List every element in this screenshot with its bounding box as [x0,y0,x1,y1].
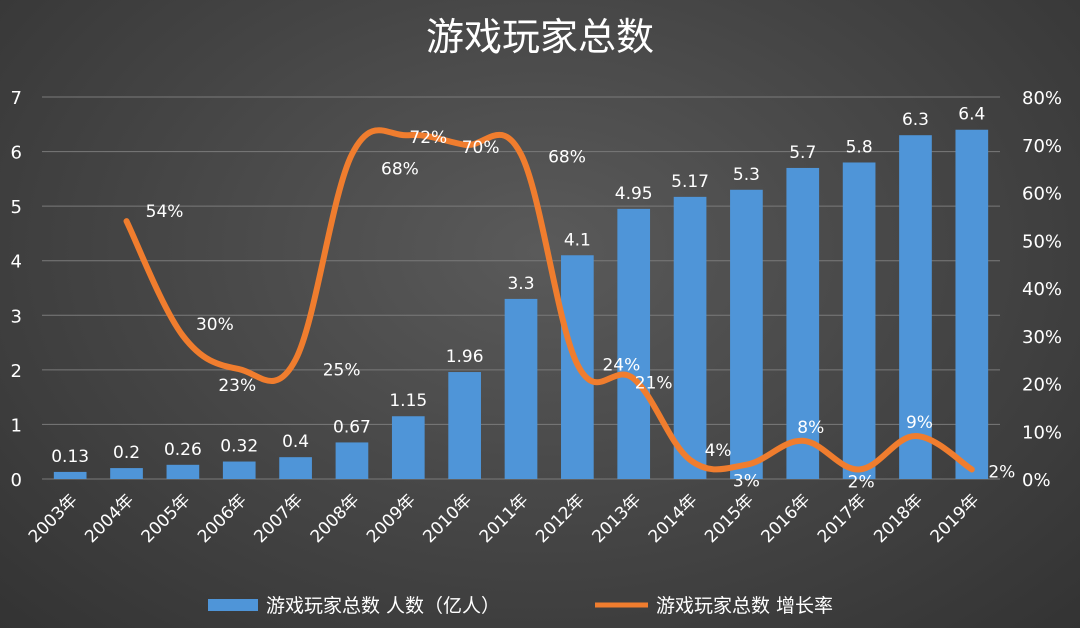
bar-value-label: 5.17 [671,172,709,192]
x-tick-label: 2015年 [701,490,758,547]
bar-value-label: 5.8 [846,137,873,157]
bar-data-labels: 0.13 0.2 0.26 0.32 0.4 0.67 1.15 1.96 3.3 4.1 4.95… [51,105,985,467]
bar-value-label: 5.3 [733,165,760,185]
legend-bar-swatch [208,599,258,611]
bar [617,208,651,479]
bar [955,129,989,479]
x-tick-label: 2019年 [927,490,984,547]
line-value-label: 4% [705,441,732,461]
y-right-tick-label: 20% [1022,375,1062,396]
line-series [123,127,975,473]
line-value-label: 24% [602,355,640,375]
x-tick-label: 2003年 [25,490,82,547]
line-value-label: 25% [323,361,361,381]
bar-value-label: 1.96 [446,347,484,367]
bar [448,372,481,479]
bar-value-label: 6.4 [958,105,985,125]
bar-value-label: 0.26 [164,440,202,460]
bar [504,298,538,479]
x-tick-label: 2012年 [532,490,589,547]
bar-value-label: 4.1 [564,230,591,250]
bar-value-label: 5.7 [789,143,816,163]
y-right-tick-label: 0% [1022,470,1051,491]
line-value-label: 72% [409,128,447,148]
y-right-tick-label: 70% [1022,136,1062,157]
line-value-label: 21% [635,374,673,394]
y-left-tick-label: 1 [11,415,22,436]
y-axis-left: 0 1 2 3 4 5 6 7 [11,88,22,491]
x-tick-label: 2014年 [645,490,702,547]
y-left-tick-label: 2 [11,361,22,382]
x-tick-label: 2010年 [419,490,476,547]
bar [786,167,820,479]
x-tick-label: 2013年 [588,490,645,547]
line-value-label: 2% [988,462,1015,482]
line-value-label: 68% [381,159,419,179]
y-left-tick-label: 3 [11,306,22,327]
bar-value-label: 1.15 [389,391,427,411]
bar [110,468,143,479]
growth-rate-line [123,127,975,473]
chart-title: 游戏玩家总数 [426,15,654,59]
bar-value-label: 4.95 [615,184,653,204]
x-axis: 2003年 2004年 2005年 2006年 2007年 2008年 2009年 2010年… [25,490,983,547]
y-left-tick-label: 0 [11,470,22,491]
bar [673,196,707,479]
bar [166,464,200,479]
y-axis-right: 0% 10% 20% 30% 40% 50% 60% 70% 80% [1022,88,1062,491]
line-value-label: 23% [218,376,256,396]
bar-series [53,129,989,479]
bar-value-label: 0.32 [220,437,258,457]
line-value-label: 2% [848,472,875,492]
bar-value-label: 6.3 [902,110,929,130]
y-right-tick-label: 50% [1022,231,1062,252]
y-left-tick-label: 6 [11,143,22,164]
bar-value-label: 3.3 [507,274,534,294]
line-value-label: 54% [146,202,184,222]
x-tick-label: 2016年 [758,490,815,547]
bar [899,135,932,479]
line-value-label: 3% [733,472,760,492]
y-right-tick-label: 60% [1022,184,1062,205]
x-tick-label: 2018年 [870,490,927,547]
bar-value-label: 0.2 [113,443,140,463]
bar-value-label: 0.67 [333,417,371,437]
y-right-tick-label: 10% [1022,422,1062,443]
line-value-label: 70% [462,138,500,158]
bar-value-label: 0.4 [282,432,309,452]
bar [53,471,87,479]
y-left-tick-label: 7 [11,88,22,109]
bar [730,189,763,479]
x-tick-label: 2017年 [814,490,871,547]
x-tick-label: 2005年 [138,490,195,547]
x-tick-label: 2009年 [363,490,420,547]
x-tick-label: 2006年 [194,490,251,547]
legend-line-label: 游戏玩家总数 增长率 [656,595,833,617]
x-tick-label: 2008年 [307,490,364,547]
line-data-labels: 54% 30% 23% 25% 68% 72% 70% 68% 24%21% 4%3% 8% 2% 9%… [146,128,1016,492]
legend: 游戏玩家总数 人数（亿人） 游戏玩家总数 增长率 [208,595,833,617]
x-tick-label: 2004年 [81,490,138,547]
legend-bar-label: 游戏玩家总数 人数（亿人） [266,595,500,617]
line-value-label: 68% [548,147,586,167]
x-tick-label: 2011年 [476,490,533,547]
bar-value-label: 0.13 [51,447,89,467]
y-left-tick-label: 4 [11,252,22,273]
y-right-tick-label: 40% [1022,279,1062,300]
x-tick-label: 2007年 [250,490,307,547]
bar [391,416,425,479]
bar [842,162,876,479]
line-value-label: 8% [797,418,824,438]
y-right-tick-label: 80% [1022,88,1062,109]
line-value-label: 30% [196,315,234,335]
bar [222,461,256,479]
y-right-tick-label: 30% [1022,327,1062,348]
y-left-tick-label: 5 [11,197,22,218]
bar [335,442,369,479]
line-value-label: 9% [906,413,933,433]
bar [279,457,312,479]
